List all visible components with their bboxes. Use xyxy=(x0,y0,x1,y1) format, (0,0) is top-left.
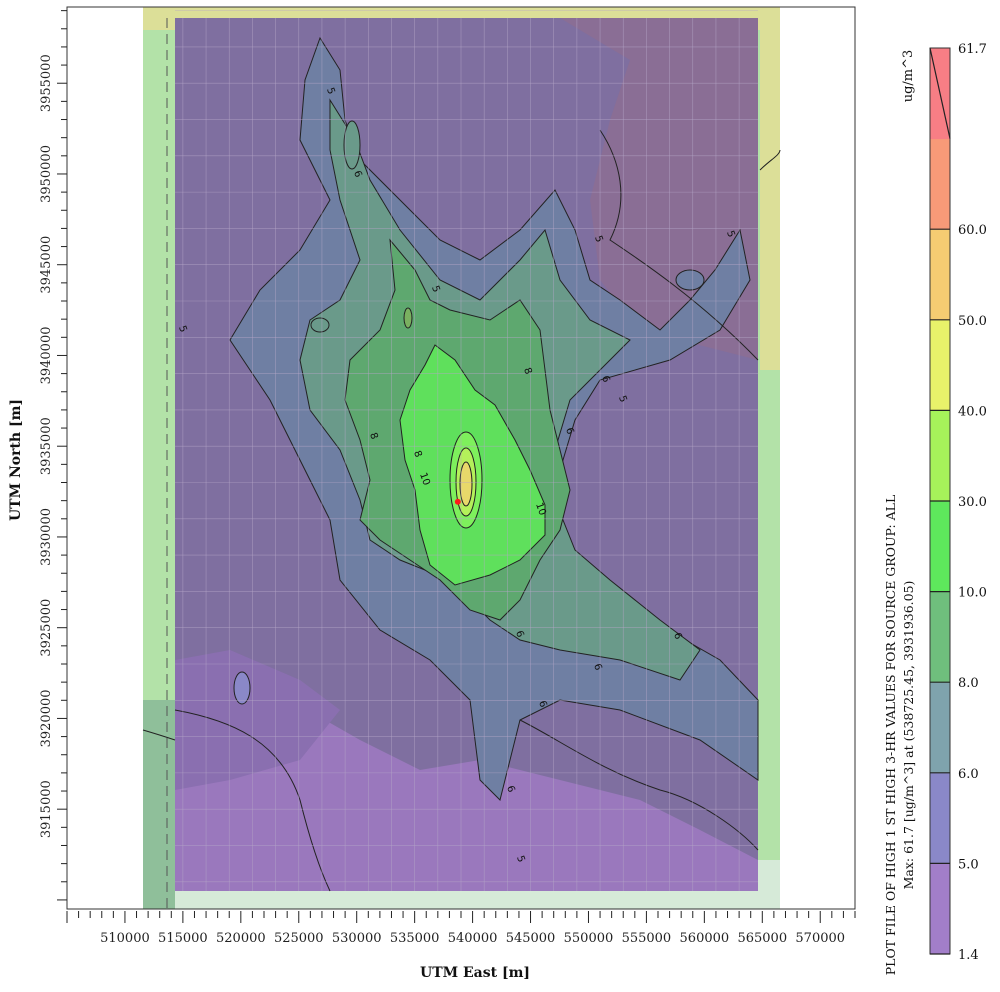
contour-label: 5 xyxy=(176,324,189,334)
contour-label: 8 xyxy=(521,366,534,376)
x-tick-label: 510000 xyxy=(100,931,150,946)
y-tick-label: 3945000 xyxy=(39,236,54,294)
y-axis: 3915000 3920000 3925000 3930000 3935000 39400… xyxy=(39,10,67,901)
colorbar-segment xyxy=(930,772,950,864)
colorbar-tick xyxy=(929,47,951,139)
max-point-marker xyxy=(454,498,461,505)
contour-island-5 xyxy=(675,269,705,291)
x-tick-label: 525000 xyxy=(274,931,324,946)
contour-label: 6 xyxy=(599,374,612,384)
colorbar-label: 10.0 xyxy=(958,586,987,601)
x-tick-label: 535000 xyxy=(390,931,440,946)
x-tick-label: 560000 xyxy=(680,931,730,946)
contour-level-50 xyxy=(459,461,473,507)
colorbar-label: 5.0 xyxy=(958,857,979,872)
contour-label: 5 xyxy=(514,854,527,864)
contour-island-3 xyxy=(310,317,330,333)
x-tick-label: 545000 xyxy=(506,931,556,946)
y-tick-label: 3950000 xyxy=(39,145,54,203)
y-tick-label: 3915000 xyxy=(39,780,54,838)
contour-island-1 xyxy=(343,120,361,170)
contour-line-low-2 xyxy=(519,719,759,851)
colorbar-segment xyxy=(930,229,950,321)
contour-line-top xyxy=(759,149,781,171)
plot-title: PLOT FILE OF HIGH 1 ST HIGH 3-HR VALUES … xyxy=(883,495,898,976)
colorbar-segment xyxy=(930,319,950,411)
contour-line-low-3 xyxy=(142,729,176,741)
colorbar-label: 8.0 xyxy=(958,676,979,691)
contour-region-ne xyxy=(560,18,758,360)
colorbar-segment xyxy=(930,501,950,593)
colorbar-segment xyxy=(930,410,950,502)
colorbar-label: 6.0 xyxy=(958,767,979,782)
colorbar-label: 1.4 xyxy=(958,948,979,963)
contour-label: 5 xyxy=(429,284,442,294)
x-tick-label: 540000 xyxy=(448,931,498,946)
colorbar-label: 60.0 xyxy=(958,223,987,238)
contour-label: 5 xyxy=(324,86,337,96)
colorbar-label: 30.0 xyxy=(958,495,987,510)
x-tick-label: 550000 xyxy=(564,931,614,946)
colorbar: 1.4 5.0 6.0 8.0 10.0 30.0 40.0 50.0 60.0 61.7 xyxy=(929,42,987,963)
colorbar-label: 40.0 xyxy=(958,404,987,419)
contour-label: 5 xyxy=(724,229,737,239)
y-tick-label: 3935000 xyxy=(39,417,54,475)
contour-line-ne xyxy=(599,129,759,361)
contour-label: 10 xyxy=(417,471,432,487)
x-tick-label: 555000 xyxy=(622,931,672,946)
contour-label: 6 xyxy=(591,662,604,672)
contour-label: 6 xyxy=(671,631,684,641)
contour-island-4 xyxy=(233,671,251,705)
y-tick-label: 3920000 xyxy=(39,689,54,747)
y-tick-label: 3940000 xyxy=(39,327,54,385)
plot-frame xyxy=(66,6,856,910)
contour-label: 6 xyxy=(563,426,576,436)
colorbar-segment xyxy=(930,138,950,230)
contour-label: 8 xyxy=(411,449,424,459)
y-tick-label: 3930000 xyxy=(39,508,54,566)
x-tick-label: 570000 xyxy=(795,931,845,946)
x-tick-label: 515000 xyxy=(158,931,208,946)
x-tick-label: 565000 xyxy=(737,931,787,946)
x-axis-title: UTM East [m] xyxy=(420,965,530,981)
contour-label: 6 xyxy=(513,629,526,639)
contour-island-2 xyxy=(403,307,413,329)
x-tick-label: 530000 xyxy=(332,931,382,946)
y-tick-label: 3955000 xyxy=(39,54,54,112)
colorbar-segment xyxy=(930,591,950,683)
y-tick-label: 3925000 xyxy=(39,599,54,657)
colorbar-unit: ug/m^3 xyxy=(901,50,916,103)
contour-label: 6 xyxy=(536,699,549,709)
contour-label: 10 xyxy=(533,501,548,517)
colorbar-label: 50.0 xyxy=(958,314,987,329)
contour-label: 6 xyxy=(504,784,517,794)
x-axis: 510000 515000 520000 525000 530000 535000 5400… xyxy=(66,911,856,946)
colorbar-segment xyxy=(930,682,950,774)
grid xyxy=(175,10,758,891)
x-tick-label: 520000 xyxy=(216,931,266,946)
contour-label: 8 xyxy=(367,431,380,441)
colorbar-segment xyxy=(930,863,950,955)
contour-label: 5 xyxy=(616,394,629,404)
contour-line-low-1 xyxy=(174,709,331,892)
contour-region-low xyxy=(175,700,758,891)
y-axis-title: UTM North [m] xyxy=(8,399,24,521)
max-note: Max: 61.7 [ug/m^3] at (538725.45, 393193… xyxy=(901,581,916,890)
contour-label: 6 xyxy=(351,169,364,179)
contour-label: 5 xyxy=(592,234,605,244)
colorbar-label: 61.7 xyxy=(958,42,987,57)
